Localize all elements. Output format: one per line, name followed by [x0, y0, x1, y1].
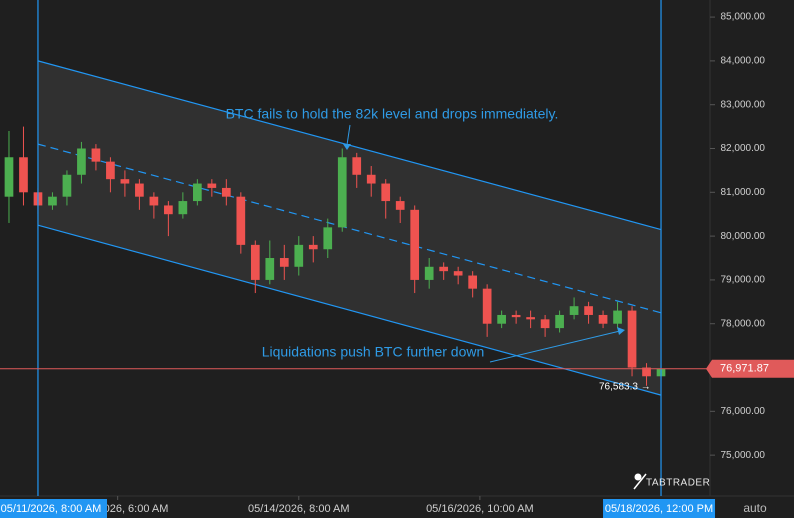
- candle-body: [19, 157, 28, 193]
- candle-body: [439, 266, 449, 272]
- candle-body: [178, 201, 188, 215]
- logo: TABTRADER: [633, 473, 710, 490]
- y-tick-label: 82,000.00: [721, 143, 766, 154]
- candle-body: [120, 179, 130, 184]
- logo-dot: [634, 473, 642, 481]
- logo-slash: [633, 473, 647, 490]
- candle-body: [642, 367, 651, 377]
- y-tick-label: 80,000.00: [721, 231, 766, 242]
- candle-body: [265, 258, 275, 280]
- candle-body: [221, 187, 231, 197]
- candle-body: [323, 227, 333, 250]
- x-tick-highlight: [603, 499, 716, 518]
- annotation-arrowhead: [617, 327, 625, 335]
- y-tick-label: 79,000.00: [721, 275, 766, 286]
- candle-body: [48, 196, 57, 206]
- candle-body: [366, 174, 376, 184]
- channel-middle: [37, 143, 662, 314]
- candle-body: [584, 306, 593, 315]
- candle-body: [410, 209, 420, 280]
- channel-fill: [37, 60, 662, 396]
- annotation-arrow: [489, 330, 621, 363]
- candle-body: [279, 258, 289, 267]
- candle-body: [526, 317, 535, 320]
- y-tick-label: 81,000.00: [721, 187, 766, 198]
- candle-body: [627, 310, 637, 368]
- candle-body: [352, 157, 362, 175]
- low-marker-label: 76,583.3 →: [599, 381, 651, 392]
- y-tick-label: 85,000.00: [721, 12, 766, 23]
- candle-body: [569, 306, 579, 315]
- scale-mode[interactable]: auto: [743, 501, 767, 515]
- last-price-label: 76,971.87: [720, 363, 769, 375]
- candle-body: [453, 271, 463, 276]
- last-price-tag: [706, 359, 794, 378]
- x-tick-label: 05/14/2026, 8:00 AM: [248, 503, 350, 515]
- candle-body: [193, 183, 202, 202]
- candle-body: [62, 174, 72, 197]
- x-tick-label: 05/11/2026, 8:00 AM: [1, 503, 102, 515]
- y-tick-label: 83,000.00: [721, 99, 766, 110]
- y-tick-label: 84,000.00: [721, 56, 766, 67]
- candle-body: [106, 161, 115, 180]
- candle-body: [497, 314, 506, 324]
- y-tick-label: 78,000.00: [721, 318, 766, 329]
- annotation: BTC fails to hold the 82k level and drop…: [226, 106, 559, 122]
- candle-body: [381, 183, 391, 202]
- x-tick-label: 05/18/2026, 12:00 PM: [605, 503, 713, 515]
- candle-body: [4, 157, 14, 197]
- y-tick-label: 76,000.00: [721, 406, 766, 417]
- candle-body: [250, 244, 260, 280]
- candle-body: [91, 148, 101, 162]
- candle-body: [424, 266, 434, 280]
- x-tick-label: 05/16/2026, 10:00 AM: [426, 503, 534, 515]
- candle-body: [337, 157, 347, 228]
- candle-body: [598, 314, 608, 324]
- x-tick-highlight: [0, 499, 107, 518]
- candle-body: [135, 183, 144, 197]
- candle-body: [540, 319, 550, 329]
- candle-body: [468, 275, 478, 289]
- y-tick-label: 75,000.00: [721, 450, 766, 461]
- candle-body: [395, 201, 405, 210]
- candle-body: [308, 244, 318, 250]
- candle-body: [294, 244, 304, 267]
- channel-lower: [37, 224, 662, 396]
- candle-body: [613, 310, 622, 324]
- annotation: Liquidations push BTC further down: [262, 344, 485, 360]
- candle-body: [77, 148, 86, 175]
- candle-body: [207, 183, 217, 188]
- annotation-arrowhead: [343, 144, 351, 150]
- annotation-arrow: [346, 124, 351, 146]
- watermark: TABTRADER: [646, 478, 710, 489]
- candle-body: [555, 314, 564, 329]
- candle-body: [236, 196, 246, 245]
- candle-body: [482, 288, 492, 324]
- candle-body: [149, 196, 159, 206]
- candle-body: [511, 314, 521, 318]
- candle-body: [164, 205, 173, 215]
